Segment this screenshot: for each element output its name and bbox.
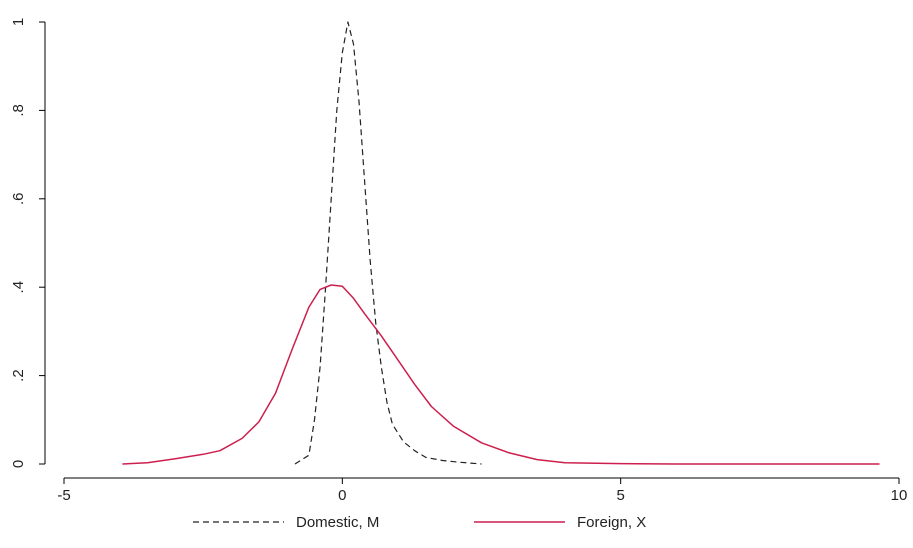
series-line-foreign bbox=[122, 284, 880, 465]
plot-lines bbox=[122, 21, 880, 465]
y-tick-label: 0 bbox=[10, 460, 27, 468]
y-tick-label: .8 bbox=[10, 104, 27, 117]
y-tick-label: 1 bbox=[10, 18, 27, 26]
legend-label-domestic: Domestic, M bbox=[296, 514, 379, 531]
legend-label-foreign: Foreign, X bbox=[577, 514, 646, 531]
x-tick-label: 0 bbox=[338, 487, 346, 504]
y-tick-label: .2 bbox=[10, 369, 27, 382]
x-axis: -5 0 5 10 bbox=[57, 477, 908, 504]
y-tick-label: .6 bbox=[10, 193, 27, 206]
x-tick-label: 10 bbox=[891, 487, 908, 504]
x-tick-label: 5 bbox=[616, 487, 624, 504]
x-tick-label: -5 bbox=[57, 487, 70, 504]
legend: Domestic, M Foreign, X bbox=[193, 514, 646, 531]
series-line-domestic bbox=[294, 21, 482, 465]
y-axis: 0 .2 .4 .6 .8 1 bbox=[10, 18, 46, 468]
y-tick-label: .4 bbox=[10, 281, 27, 294]
